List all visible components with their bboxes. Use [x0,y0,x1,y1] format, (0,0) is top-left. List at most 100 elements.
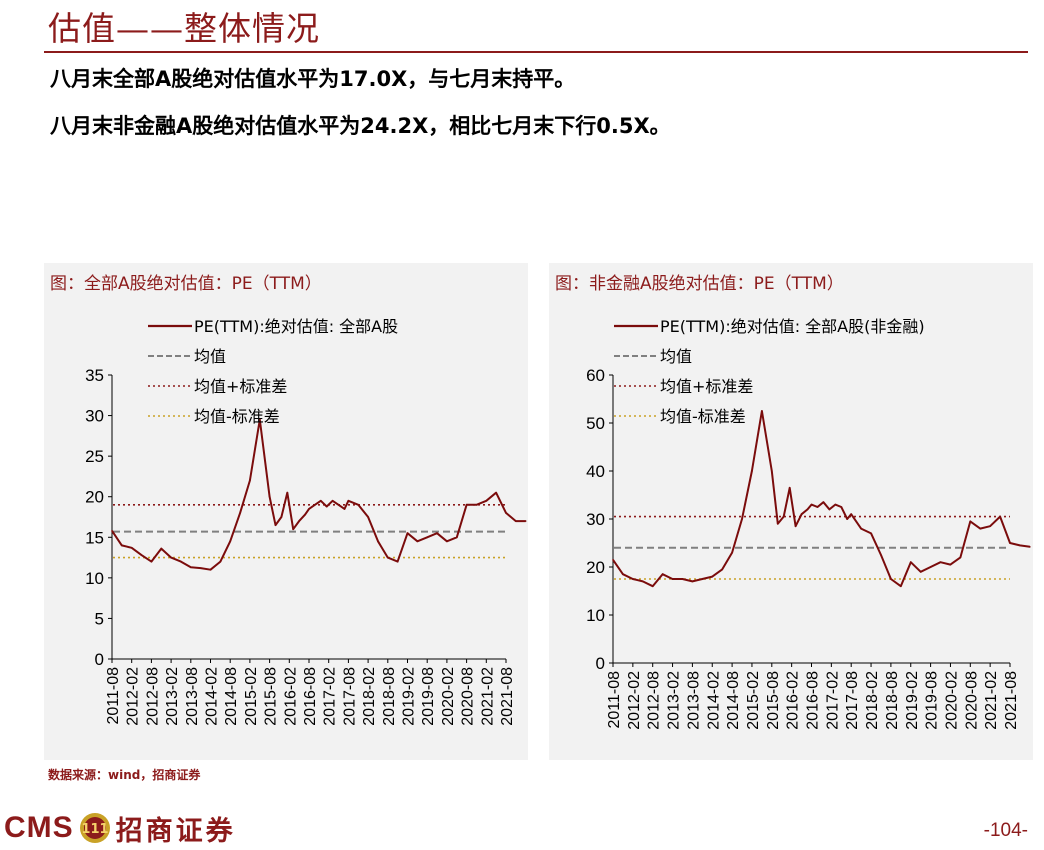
x-tick-label: 2019-02 [401,667,418,726]
data-point [651,585,654,587]
x-tick-label: 2011-08 [105,667,122,725]
data-point [741,518,743,520]
data-point [711,575,714,578]
x-tick-label: 2018-02 [361,667,378,726]
x-tick-label: 2019-08 [420,667,437,726]
x-tick-label: 2012-02 [125,667,142,726]
data-point [776,523,779,525]
chart-title: 图：全部A股绝对估值：PE（TTM） [50,274,322,294]
data-point [314,504,316,506]
data-point [209,568,212,571]
x-tick-label: 2012-08 [144,667,161,726]
x-tick-label: 2020-08 [963,671,980,730]
data-point [794,525,797,527]
data-point [150,560,153,563]
x-tick-label: 2016-08 [805,671,822,730]
data-point [524,520,527,522]
title-divider [44,51,1028,53]
data-point [890,578,892,580]
y-tick-label: 5 [95,609,104,628]
x-tick-label: 2020-02 [440,667,457,726]
data-point [180,560,182,563]
data-point [929,566,932,568]
data-point [304,513,306,516]
data-point [387,556,389,559]
data-point [1029,546,1031,548]
x-tick-label: 2021-02 [983,671,1000,730]
legend-label: 均值+标准差 [660,377,753,396]
y-tick-label: 10 [586,606,605,625]
data-point [939,561,942,563]
data-point [979,527,982,530]
x-tick-label: 2012-02 [626,671,643,730]
data-point [239,512,241,514]
data-point [436,532,438,535]
y-tick-label: 0 [95,650,104,669]
data-point [828,508,831,511]
page-title: 估值——整体情况 [48,9,320,48]
x-tick-label: 2011-08 [606,671,623,729]
chart-panel-all-a: 图：全部A股绝对估值：PE（TTM） 0 5 10 15 20 25 30 35 2011-08… [44,263,528,760]
pe-series-line [111,418,526,571]
data-point [761,410,763,412]
data-point [771,470,773,472]
data-point [731,551,733,554]
y-tick-label: 50 [586,414,605,433]
legend-label: PE(TTM):绝对估值: 全部A股 [194,317,398,336]
data-point [320,499,322,502]
data-point [900,585,902,587]
data-point [446,540,448,543]
x-tick-label: 2012-08 [646,671,663,730]
x-tick-label: 2014-08 [725,671,742,730]
data-point [347,499,350,502]
data-point [229,540,231,543]
chart-title: 图：非金融A股绝对估值：PE（TTM） [555,274,844,294]
data-point [292,528,295,530]
summary-line-2: 八月末非金融A股绝对估值水平为24.2X，相比七月末下行0.5X。 [50,114,671,138]
x-tick-label: 2018-02 [864,671,881,730]
data-point [268,495,271,498]
x-tick-label: 2018-08 [381,667,398,726]
y-tick-label: 40 [586,462,605,481]
data-point [641,580,644,583]
data-point [298,520,300,522]
x-tick-label: 2017-08 [844,671,861,730]
x-tick-label: 2017-02 [322,667,339,726]
y-tick-label: 60 [586,366,605,385]
data-point [788,487,791,489]
data-point [806,508,809,511]
data-point [816,506,819,508]
x-tick-label: 2013-02 [164,667,181,726]
data-point [357,504,360,506]
y-tick-label: 20 [586,558,605,577]
data-point [160,547,163,550]
x-tick-label: 2015-02 [243,667,260,726]
data-point [701,578,704,580]
logo-text-cn: 招商证券 [115,815,236,847]
y-tick-label: 30 [586,510,605,529]
y-tick-label: 10 [85,569,104,588]
data-point [612,559,614,561]
data-point [396,560,399,563]
data-point [909,561,912,563]
y-tick-label: 0 [596,654,605,673]
x-tick-label: 2016-02 [282,667,299,726]
data-point [455,536,458,539]
x-tick-label: 2021-08 [1003,671,1020,730]
data-point [880,554,882,556]
data-point [337,504,340,506]
data-point [111,529,113,532]
x-tick-label: 2017-08 [341,667,358,726]
data-point [691,580,694,583]
x-tick-label: 2014-02 [705,671,722,730]
data-point [465,504,468,506]
x-tick-label: 2020-08 [460,667,477,726]
data-point [681,578,684,580]
data-point [860,527,862,530]
data-point [170,556,172,559]
data-point [850,513,852,515]
data-point [416,540,419,543]
legend-label: 均值+标准差 [194,377,287,396]
